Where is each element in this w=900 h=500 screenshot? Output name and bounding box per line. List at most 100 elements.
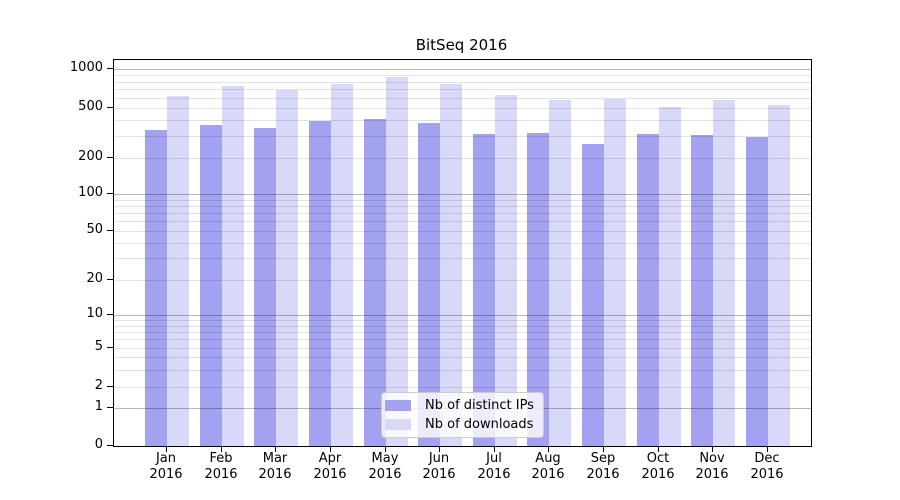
bar <box>364 119 386 446</box>
y-tick-mark <box>107 230 114 231</box>
x-tick-label: May 2016 <box>368 451 402 482</box>
bar <box>418 123 440 446</box>
x-tick-mark <box>221 446 222 452</box>
gridline <box>114 69 811 70</box>
bar <box>276 90 298 446</box>
bar <box>746 137 768 446</box>
x-tick-label: Nov 2016 <box>695 451 729 482</box>
bar <box>473 134 495 446</box>
x-tick-mark <box>548 446 549 452</box>
bar <box>637 133 659 446</box>
legend-swatch-downloads <box>385 419 411 430</box>
x-tick-label: Mar 2016 <box>258 451 292 482</box>
bar <box>145 130 167 446</box>
bar <box>309 121 331 446</box>
legend-item-downloads: Nb of downloads <box>385 417 543 432</box>
y-tick-mark <box>107 107 114 108</box>
x-tick-mark <box>166 446 167 452</box>
y-tick-mark <box>107 193 114 194</box>
gridline <box>114 136 811 137</box>
x-tick-label: Jul 2016 <box>477 451 511 482</box>
x-tick-label: Sep 2016 <box>586 451 620 482</box>
y-tick-label: 500 <box>78 99 103 114</box>
x-tick-mark <box>275 446 276 452</box>
gridline <box>114 98 811 99</box>
y-tick-label: 5 <box>94 339 103 354</box>
gridline <box>114 120 811 121</box>
y-tick-label: 1 <box>94 399 103 414</box>
legend: Nb of distinct IPs Nb of downloads <box>381 392 544 438</box>
y-tick-label: 0 <box>94 437 103 452</box>
bar <box>440 83 462 446</box>
chart-title: BitSeq 2016 <box>415 36 508 54</box>
gridline <box>114 194 811 195</box>
legend-item-distinct-ips: Nb of distinct IPs <box>385 398 543 413</box>
gridline <box>114 213 811 214</box>
bar <box>167 96 189 446</box>
bar <box>254 127 276 446</box>
legend-label: Nb of downloads <box>425 417 534 432</box>
plot-area <box>113 59 812 447</box>
bar <box>331 83 353 446</box>
x-tick-mark <box>385 446 386 452</box>
y-tick-label: 2 <box>94 378 103 393</box>
gridline <box>114 221 811 222</box>
x-tick-mark <box>767 446 768 452</box>
bar <box>495 95 517 446</box>
x-tick-mark <box>603 446 604 452</box>
bar <box>222 85 244 446</box>
x-tick-label: Jan 2016 <box>149 451 183 482</box>
bar <box>604 98 626 446</box>
gridline <box>114 258 811 259</box>
x-tick-mark <box>712 446 713 452</box>
gridline <box>114 315 811 316</box>
gridline <box>114 108 811 109</box>
gridline <box>114 387 811 388</box>
y-tick-label: 200 <box>78 149 103 164</box>
legend-swatch-distinct-ips <box>385 400 411 411</box>
gridline <box>114 206 811 207</box>
bar <box>527 133 549 446</box>
y-tick-label: 10 <box>86 306 103 321</box>
y-tick-label: 50 <box>86 222 103 237</box>
x-tick-mark <box>439 446 440 452</box>
x-tick-mark <box>330 446 331 452</box>
y-tick-mark <box>107 279 114 280</box>
gridline <box>114 339 811 340</box>
bar <box>768 104 790 446</box>
legend-label: Nb of distinct IPs <box>425 398 534 413</box>
y-tick-mark <box>107 386 114 387</box>
bar <box>200 125 222 446</box>
x-tick-label: Oct 2016 <box>641 451 675 482</box>
gridline <box>114 75 811 76</box>
y-tick-mark <box>107 445 114 446</box>
gridline <box>114 200 811 201</box>
y-tick-label: 20 <box>86 271 103 286</box>
x-tick-mark <box>658 446 659 452</box>
x-tick-label: Feb 2016 <box>204 451 238 482</box>
gridline <box>114 158 811 159</box>
x-tick-label: Dec 2016 <box>750 451 784 482</box>
bar <box>549 99 571 446</box>
y-tick-label: 1000 <box>69 60 103 75</box>
gridline <box>114 348 811 349</box>
gridline <box>114 231 811 232</box>
x-tick-label: Jun 2016 <box>422 451 456 482</box>
gridline <box>114 320 811 321</box>
y-tick-mark <box>107 314 114 315</box>
gridline <box>114 332 811 333</box>
gridline <box>114 243 811 244</box>
gridline <box>114 89 811 90</box>
gridline <box>114 326 811 327</box>
x-tick-label: Aug 2016 <box>531 451 565 482</box>
bar <box>713 99 735 446</box>
bar <box>659 107 681 446</box>
gridline <box>114 357 811 358</box>
bar <box>582 143 604 446</box>
y-tick-mark <box>107 347 114 348</box>
bar <box>691 134 713 446</box>
y-tick-label: 100 <box>78 185 103 200</box>
y-tick-mark <box>107 68 114 69</box>
bar <box>386 77 408 446</box>
